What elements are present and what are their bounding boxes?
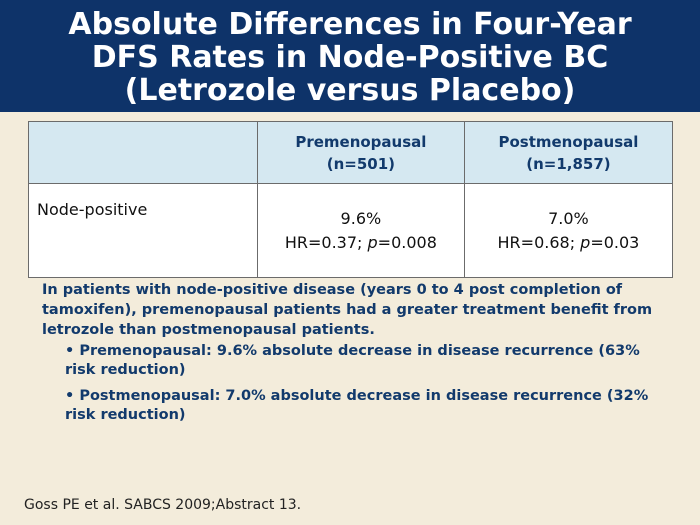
title-bar: Absolute Differences in Four-Year DFS Ra… [0, 0, 700, 112]
dfs-value: 9.6% [340, 208, 382, 228]
cell-postmenopausal: 7.0% HR=0.68; p=0.03 [463, 183, 674, 278]
hazard-ratio: HR=0.68; p=0.03 [497, 232, 640, 252]
header-premenopausal: Premenopausal (n=501) [256, 121, 465, 184]
citation: Goss PE et al. SABCS 2009;Abstract 13. [24, 497, 302, 513]
header-empty-cell [28, 121, 258, 184]
bullet-postmenopausal: • Postmenopausal: 7.0% absolute decrease… [65, 388, 649, 423]
table-header-row: Premenopausal (n=501) Postmenopausal (n=… [28, 121, 674, 184]
header-postmenopausal: Postmenopausal (n=1,857) [463, 121, 674, 184]
header-sub: (n=1,857) [526, 154, 611, 173]
table-row: Node-positive 9.6% HR=0.37; p=0.008 7.0%… [28, 183, 674, 278]
cell-premenopausal: 9.6% HR=0.37; p=0.008 [256, 183, 465, 278]
results-table: Premenopausal (n=501) Postmenopausal (n=… [28, 121, 674, 278]
header-label: Postmenopausal [498, 132, 639, 151]
bullet-premenopausal: • Premenopausal: 9.6% absolute decrease … [65, 343, 640, 378]
header-label: Premenopausal [295, 132, 427, 151]
row-label-node-positive: Node-positive [28, 183, 258, 278]
slide-title: Absolute Differences in Four-Year DFS Ra… [68, 6, 632, 108]
header-sub: (n=501) [326, 154, 396, 173]
hazard-ratio: HR=0.37; p=0.008 [284, 232, 437, 252]
dfs-value: 7.0% [548, 208, 589, 228]
summary-text: In patients with node-positive disease (… [42, 282, 653, 338]
